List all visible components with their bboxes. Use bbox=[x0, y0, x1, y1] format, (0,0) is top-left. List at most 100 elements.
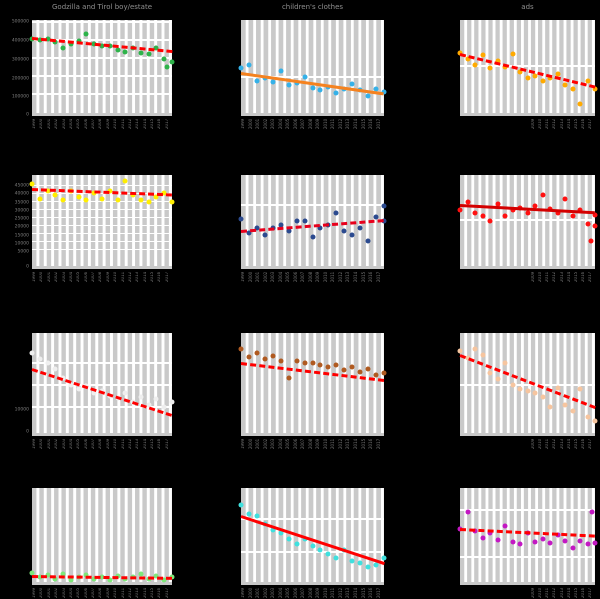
y-tick-label: 25000 bbox=[14, 215, 29, 221]
x-tick-label: 2012 bbox=[552, 438, 557, 449]
data-point bbox=[262, 75, 268, 81]
data-point bbox=[555, 210, 560, 216]
data-point bbox=[540, 536, 545, 542]
h-gridline bbox=[241, 517, 384, 520]
data-point bbox=[107, 188, 113, 194]
data-point bbox=[76, 194, 82, 200]
data-point bbox=[60, 197, 66, 203]
y-tick-label: 300000 bbox=[11, 57, 29, 63]
data-point bbox=[91, 41, 97, 47]
data-point bbox=[161, 190, 167, 196]
data-point bbox=[495, 537, 500, 543]
data-point bbox=[555, 385, 560, 391]
chart-r1c3: ads 199920002001200220032004200520062007… bbox=[430, 0, 598, 132]
x-tick-label: 2007 bbox=[301, 587, 306, 598]
x-tick-label: 2007 bbox=[301, 118, 306, 129]
h-gridline bbox=[32, 184, 172, 186]
data-point bbox=[254, 78, 260, 84]
data-point bbox=[365, 93, 371, 99]
x-tick-label: 2013 bbox=[346, 438, 351, 449]
x-tick-label: 2016 bbox=[369, 587, 374, 598]
data-point bbox=[29, 36, 35, 42]
x-tick-label: 2000 bbox=[39, 271, 44, 282]
x-tick-label: 2003 bbox=[271, 438, 276, 449]
data-point bbox=[517, 541, 523, 547]
data-point bbox=[138, 50, 144, 56]
x-tick-label: 2015 bbox=[573, 118, 578, 129]
data-point bbox=[381, 203, 387, 209]
data-point bbox=[325, 84, 331, 90]
data-point bbox=[589, 509, 595, 515]
x-tick-label: 2017 bbox=[164, 271, 169, 282]
plot-panel bbox=[29, 20, 175, 116]
x-tick-label: 2003 bbox=[61, 587, 66, 598]
data-point bbox=[278, 68, 284, 74]
y-tick-label: 30000 bbox=[14, 207, 29, 213]
data-point bbox=[555, 71, 560, 77]
data-point bbox=[333, 362, 339, 368]
x-tick-label: 2012 bbox=[552, 271, 557, 282]
y-tick-label: 35000 bbox=[14, 199, 29, 205]
x-tick-label: 2015 bbox=[573, 438, 578, 449]
chart-title bbox=[241, 470, 384, 484]
y-axis bbox=[430, 20, 460, 116]
x-tick-label: 2013 bbox=[559, 438, 564, 449]
data-point bbox=[457, 348, 463, 354]
data-point bbox=[310, 360, 315, 366]
plot-panel bbox=[29, 333, 175, 436]
x-tick-label: 2013 bbox=[135, 587, 140, 598]
x-tick-label: 2014 bbox=[353, 587, 358, 598]
data-point bbox=[373, 372, 379, 378]
data-point bbox=[349, 558, 355, 564]
data-point bbox=[381, 218, 387, 223]
y-tick-label: 400000 bbox=[11, 38, 29, 44]
data-point bbox=[457, 526, 463, 532]
data-point bbox=[562, 402, 568, 408]
h-gridline bbox=[460, 508, 595, 511]
data-point bbox=[525, 75, 530, 81]
x-tick-label: 2011 bbox=[331, 587, 336, 598]
data-point bbox=[91, 390, 97, 396]
x-tick-label: 2016 bbox=[369, 118, 374, 129]
data-point bbox=[592, 418, 598, 424]
data-point bbox=[487, 65, 493, 71]
data-point bbox=[262, 232, 268, 238]
h-gridline bbox=[32, 93, 172, 96]
data-point bbox=[29, 350, 35, 356]
x-tick-label: 2002 bbox=[54, 587, 59, 598]
x-tick-label: 2008 bbox=[98, 118, 103, 129]
x-tick-label: 2000 bbox=[248, 587, 253, 598]
data-point bbox=[286, 82, 292, 88]
data-point bbox=[60, 45, 66, 51]
data-point bbox=[540, 78, 545, 84]
data-point bbox=[286, 536, 292, 542]
x-tick-label: 2014 bbox=[566, 438, 571, 449]
data-point bbox=[153, 45, 159, 51]
data-point bbox=[278, 358, 284, 364]
chart-title bbox=[460, 315, 595, 329]
data-point bbox=[310, 85, 315, 91]
chart-title bbox=[460, 157, 595, 171]
x-tick-label: 2010 bbox=[113, 118, 118, 129]
data-point bbox=[107, 43, 113, 49]
data-point bbox=[60, 571, 66, 577]
data-point bbox=[517, 205, 523, 211]
x-tick-label: 2016 bbox=[369, 271, 374, 282]
chart-r2c3: 1999200020012002200320042005200620072008… bbox=[430, 155, 598, 287]
x-tick-label: 2012 bbox=[552, 587, 557, 598]
data-point bbox=[585, 78, 590, 84]
data-point bbox=[76, 386, 82, 392]
data-point bbox=[325, 364, 331, 370]
data-point bbox=[381, 89, 387, 95]
data-point bbox=[547, 540, 553, 546]
data-point bbox=[333, 210, 339, 216]
y-axis bbox=[211, 20, 241, 116]
x-tick-label: 2011 bbox=[120, 438, 125, 449]
x-tick-label: 1999 bbox=[241, 118, 245, 129]
x-tick-label: 2005 bbox=[286, 587, 291, 598]
y-axis bbox=[2, 488, 32, 585]
x-tick-label: 2005 bbox=[76, 587, 81, 598]
data-point bbox=[286, 228, 292, 234]
data-point bbox=[161, 404, 167, 410]
